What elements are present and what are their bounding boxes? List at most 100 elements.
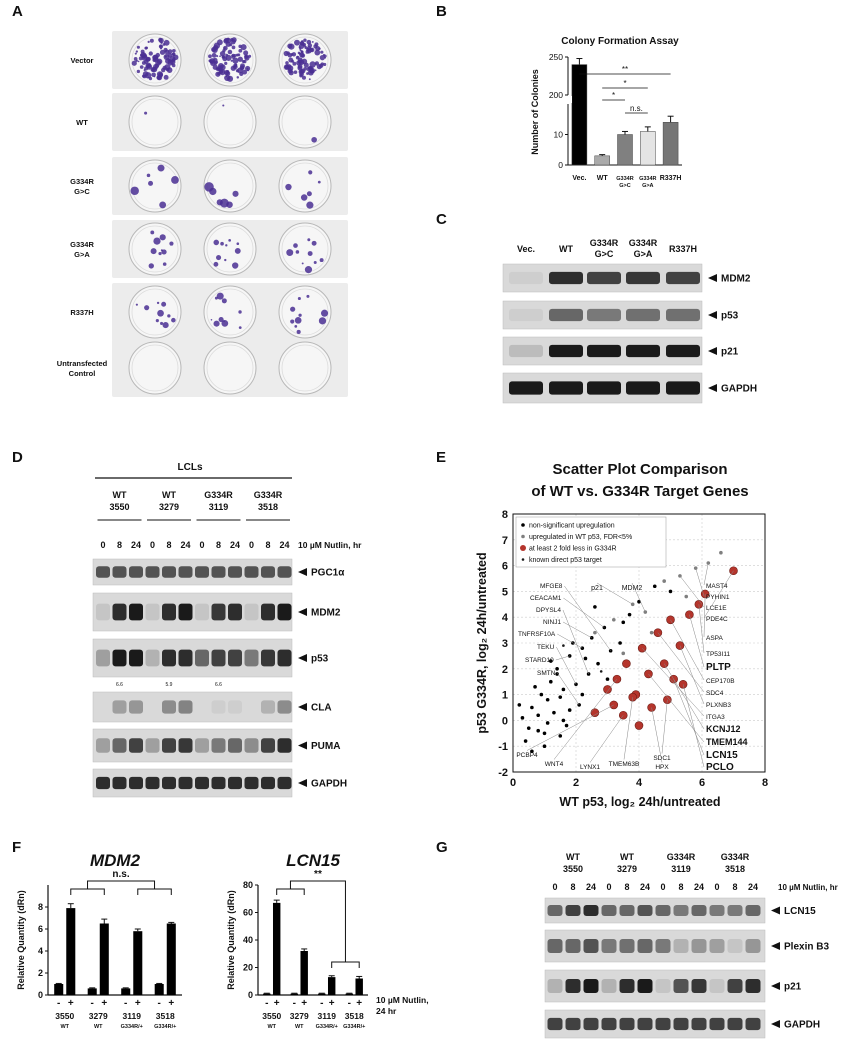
colony bbox=[134, 52, 137, 55]
blot-band bbox=[195, 649, 209, 667]
blot-band bbox=[637, 938, 653, 954]
y-tick-label: 60 bbox=[243, 908, 253, 918]
blot-band bbox=[162, 700, 176, 714]
blot-band bbox=[509, 381, 543, 395]
colony bbox=[136, 45, 140, 49]
blot-band bbox=[691, 978, 707, 994]
scatter-point bbox=[621, 620, 626, 625]
scatter-point bbox=[593, 605, 597, 609]
bar bbox=[327, 977, 336, 995]
x-tick-label: - bbox=[348, 998, 351, 1009]
x-tick-label: - bbox=[158, 998, 161, 1009]
timepoint: 8 bbox=[216, 540, 221, 550]
y-axis-label: Number of Colonies bbox=[530, 69, 540, 155]
chart-title: LCN15 bbox=[286, 851, 340, 870]
scatter-point bbox=[684, 594, 689, 599]
colony bbox=[294, 324, 298, 328]
band-label: p21 bbox=[721, 347, 739, 358]
group-label: 3279 bbox=[617, 864, 637, 874]
plate bbox=[128, 341, 182, 395]
blot-band bbox=[565, 938, 581, 954]
arrow-head bbox=[298, 703, 307, 711]
colony bbox=[307, 238, 311, 242]
blot-band bbox=[261, 776, 275, 790]
significance-bracket bbox=[289, 880, 346, 962]
scatter-point bbox=[590, 708, 600, 717]
leader-line bbox=[679, 575, 705, 608]
colony bbox=[159, 234, 166, 241]
gene-label: TMEM63B bbox=[609, 761, 640, 768]
blot-band bbox=[619, 978, 635, 994]
blot-band bbox=[626, 381, 660, 395]
blot-band bbox=[691, 905, 707, 916]
blot-band bbox=[129, 776, 143, 790]
colony bbox=[218, 316, 224, 323]
x-tick-label: + bbox=[168, 998, 174, 1009]
colony bbox=[307, 251, 313, 256]
colony bbox=[226, 69, 230, 73]
leader-line bbox=[698, 604, 705, 654]
scatter-point bbox=[561, 718, 566, 723]
blot-band bbox=[547, 938, 563, 954]
x-tick-label: G>C bbox=[619, 183, 630, 189]
y-tick-label: 0 bbox=[502, 715, 508, 727]
colony bbox=[301, 75, 306, 80]
blot-band bbox=[112, 649, 127, 667]
scatter-point bbox=[618, 641, 622, 645]
quantity-label: 5.9 bbox=[166, 682, 173, 688]
bar bbox=[640, 131, 656, 166]
legend-label: known direct p53 target bbox=[529, 557, 602, 564]
timepoint: 0 bbox=[660, 882, 665, 892]
blot-band bbox=[195, 603, 209, 621]
treatment-label: 10 µM Nutlin, hr bbox=[778, 883, 838, 892]
colony bbox=[208, 54, 212, 59]
colony bbox=[308, 170, 313, 175]
scatter-point bbox=[662, 579, 666, 583]
colony bbox=[285, 183, 292, 191]
plate bbox=[203, 222, 257, 276]
plate-rim bbox=[131, 344, 179, 392]
leader-line bbox=[526, 704, 614, 751]
gene-label: ASPA bbox=[706, 635, 724, 642]
arrow-head bbox=[708, 347, 717, 355]
scatter-point bbox=[545, 697, 550, 702]
group-label: G334R bbox=[667, 852, 696, 862]
timepoint: 0 bbox=[199, 540, 204, 550]
plot-frame bbox=[512, 513, 766, 773]
colony bbox=[219, 198, 229, 208]
x-tick-label: + bbox=[329, 998, 335, 1009]
lane-label: G334R bbox=[590, 238, 619, 248]
gene-label: LCE1E bbox=[706, 605, 727, 612]
group-label: 3550 bbox=[109, 502, 129, 512]
scatter-point bbox=[545, 721, 550, 725]
colony bbox=[232, 262, 239, 269]
colony bbox=[144, 305, 150, 311]
colony bbox=[144, 59, 149, 64]
colony bbox=[217, 39, 223, 46]
gene-label: MFGE8 bbox=[540, 583, 563, 590]
leader-line bbox=[562, 609, 589, 675]
blot-band bbox=[228, 566, 242, 578]
timepoint: 24 bbox=[230, 540, 240, 550]
colony bbox=[160, 321, 164, 325]
group-sublabel: WT bbox=[94, 1024, 103, 1030]
x-tick-label: R337H bbox=[660, 175, 682, 182]
colony bbox=[306, 201, 314, 209]
bar bbox=[617, 134, 633, 166]
quantity-label: 6.6 bbox=[215, 682, 222, 688]
colony bbox=[283, 50, 289, 57]
leader-line bbox=[556, 646, 577, 685]
timepoint: 24 bbox=[748, 882, 758, 892]
timepoint: 24 bbox=[640, 882, 650, 892]
colony bbox=[209, 58, 216, 64]
colony bbox=[166, 67, 173, 73]
blot-band bbox=[601, 978, 617, 994]
bar bbox=[54, 984, 64, 995]
colony bbox=[311, 41, 314, 43]
gene-label: TMEM144 bbox=[706, 737, 748, 747]
gene-label: LYNX1 bbox=[580, 764, 600, 771]
colony bbox=[224, 258, 227, 262]
y-tick-label: -2 bbox=[498, 767, 508, 779]
colony bbox=[148, 180, 154, 186]
blot-band bbox=[691, 938, 707, 954]
